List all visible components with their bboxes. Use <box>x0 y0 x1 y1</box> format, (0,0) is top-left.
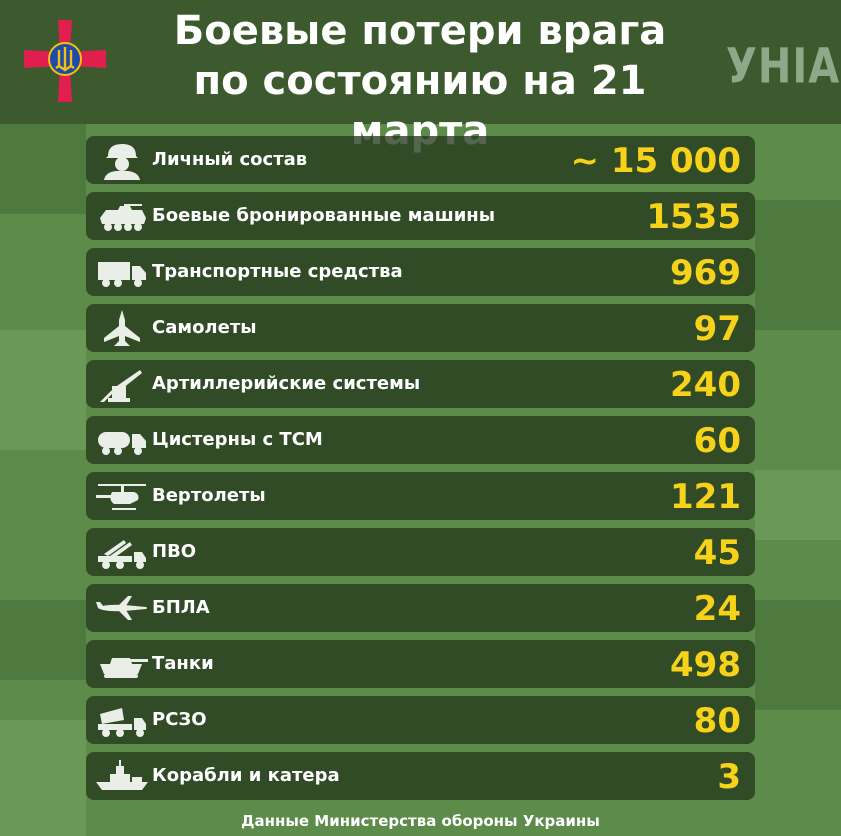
title-line-1: Боевые потери врага <box>173 8 667 54</box>
row-label: Артиллерийские системы <box>152 373 421 394</box>
tanker-icon <box>98 432 146 455</box>
row-label: Транспортные средства <box>152 261 403 282</box>
artillery-icon <box>100 370 142 402</box>
truck-icon <box>98 262 146 287</box>
list-item: Артиллерийские системы 240 <box>86 360 755 408</box>
page-title: Боевые потери врага по состоянию на 21 м… <box>120 6 720 156</box>
rocket-launcher-icon <box>98 708 146 737</box>
row-label: Самолеты <box>152 317 257 338</box>
helicopter-icon <box>96 484 146 510</box>
ship-icon <box>96 760 148 790</box>
camo-patch <box>0 600 86 680</box>
row-value: 45 <box>693 533 741 573</box>
tank-icon <box>100 658 148 678</box>
list-item: ПВО 45 <box>86 528 755 576</box>
camo-patch <box>755 600 841 710</box>
list-item: Самолеты 97 <box>86 304 755 352</box>
row-label: Корабли и катера <box>152 765 340 786</box>
source-note: Данные Министерства обороны Украины <box>241 812 600 830</box>
armored-vehicle-icon <box>100 204 146 231</box>
list-item: РСЗО 80 <box>86 696 755 744</box>
row-label: Боевые бронированные машины <box>152 205 496 226</box>
armed-forces-emblem <box>24 20 106 102</box>
row-value: 240 <box>670 365 741 405</box>
list-item: Личный состав ~ 15 000 <box>86 136 755 184</box>
camo-patch <box>755 200 841 330</box>
row-value: 80 <box>693 701 741 741</box>
soldier-icon <box>104 144 140 180</box>
list-item: БПЛА 24 <box>86 584 755 632</box>
list-item: Транспортные средства 969 <box>86 248 755 296</box>
camo-patch <box>755 470 841 540</box>
row-label: БПЛА <box>152 597 210 618</box>
camo-patch <box>0 330 86 450</box>
drone-icon <box>96 596 147 620</box>
list-item: Вертолеты 121 <box>86 472 755 520</box>
row-label: Вертолеты <box>152 485 266 506</box>
row-label: Танки <box>152 653 214 674</box>
air-defense-icon <box>98 540 146 569</box>
row-label: Личный состав <box>152 149 308 170</box>
row-value: 97 <box>693 309 741 349</box>
list-item: Цистерны с ТСМ 60 <box>86 416 755 464</box>
row-value: 1535 <box>646 197 741 237</box>
row-label: РСЗО <box>152 709 207 730</box>
camo-patch <box>0 124 86 214</box>
list-item: Боевые бронированные машины 1535 <box>86 192 755 240</box>
unian-logo: УНІАН <box>726 39 841 95</box>
row-label: Цистерны с ТСМ <box>152 429 323 450</box>
row-value: ~ 15 000 <box>570 141 741 181</box>
row-value: 969 <box>670 253 741 293</box>
row-value: 60 <box>693 421 741 461</box>
row-value: 24 <box>693 589 741 629</box>
list-item: Корабли и катера 3 <box>86 752 755 800</box>
row-value: 121 <box>670 477 741 517</box>
row-label: ПВО <box>152 541 197 562</box>
header: Боевые потери врага по состоянию на 21 м… <box>0 0 841 154</box>
row-value: 3 <box>717 757 741 797</box>
airplane-icon <box>104 310 140 346</box>
row-value: 498 <box>670 645 741 685</box>
list-item: Танки 498 <box>86 640 755 688</box>
camo-patch <box>0 720 86 836</box>
